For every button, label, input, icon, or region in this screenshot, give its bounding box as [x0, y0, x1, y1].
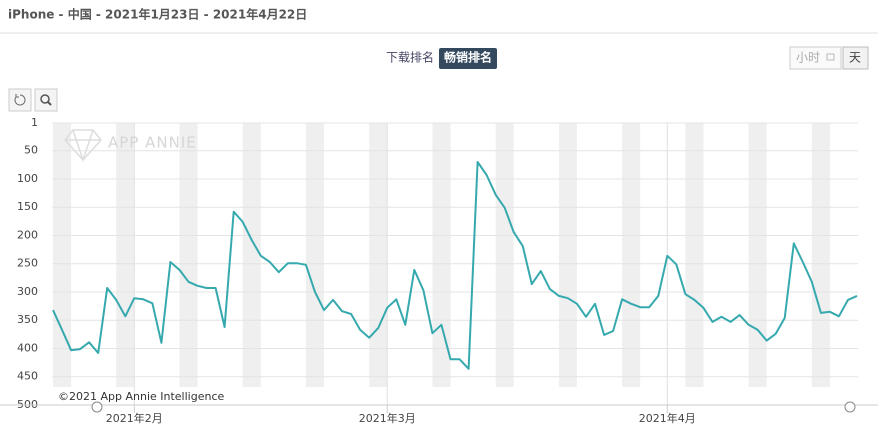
zoom-icon — [47, 101, 52, 106]
reset-icon — [14, 94, 26, 106]
day-label[interactable]: 天 — [849, 51, 861, 65]
zoom-icon — [40, 94, 50, 104]
weekend-band — [685, 123, 704, 387]
y-tick-label: 250 — [17, 257, 38, 270]
tab-active-bg[interactable] — [439, 48, 497, 69]
weekend-band — [116, 123, 135, 387]
x-tick-label: 2021年3月 — [359, 411, 416, 425]
y-tick-label: 400 — [17, 341, 38, 354]
watermark: APP ANNIE — [108, 134, 197, 152]
range-handle[interactable] — [844, 401, 856, 413]
y-tick-label: 200 — [17, 228, 38, 241]
zoom-button[interactable] — [34, 88, 58, 112]
y-tick-label: 50 — [24, 144, 38, 157]
y-tick-label: 100 — [17, 172, 38, 185]
tab-active[interactable]: 畅销排名 — [444, 50, 492, 65]
weekend-band — [558, 123, 577, 387]
header-title: iPhone - 中国 - 2021年1月23日 - 2021年4月22日 — [8, 7, 307, 22]
reset-button[interactable] — [8, 88, 32, 112]
day-button[interactable] — [842, 46, 869, 70]
watermark-logo — [64, 129, 102, 163]
y-tick-label: 150 — [17, 200, 38, 213]
rank-line — [52, 161, 858, 370]
y-tick-label: 450 — [17, 370, 38, 383]
weekend-band — [432, 123, 451, 387]
weekend-band — [369, 123, 388, 387]
weekend-band — [495, 123, 514, 387]
range-handle[interactable] — [91, 401, 103, 413]
y-tick-label: 1 — [31, 116, 38, 129]
weekend-band — [53, 123, 72, 387]
weekend-band — [811, 123, 830, 387]
y-tick-label: 300 — [17, 285, 38, 298]
tab[interactable]: 下载排名 — [386, 50, 434, 65]
weekend-band — [748, 123, 767, 387]
weekend-band — [305, 123, 325, 387]
lock-icon — [826, 53, 835, 61]
weekend-band — [242, 123, 261, 387]
hour-button[interactable] — [789, 46, 842, 70]
y-tick-label: 350 — [17, 313, 38, 326]
copyright: ©2021 App Annie Intelligence — [58, 390, 225, 403]
x-tick-label: 2021年2月 — [106, 411, 163, 425]
hour-label[interactable]: 小时 — [796, 51, 820, 65]
weekend-band — [179, 123, 198, 387]
x-tick-label: 2021年4月 — [639, 411, 696, 425]
weekend-band — [622, 123, 641, 387]
